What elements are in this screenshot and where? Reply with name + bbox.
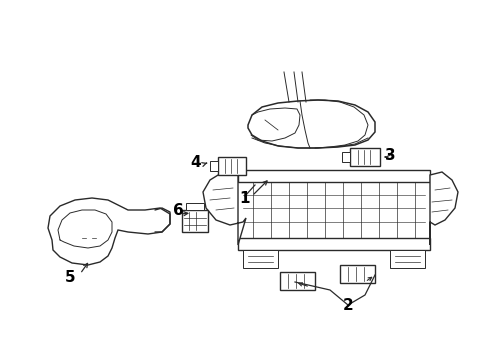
- Text: 1: 1: [239, 190, 250, 206]
- Text: 3: 3: [384, 148, 394, 162]
- Text: 2: 2: [342, 297, 353, 312]
- Polygon shape: [185, 203, 203, 210]
- Polygon shape: [203, 172, 245, 245]
- Polygon shape: [238, 238, 429, 250]
- Polygon shape: [339, 265, 374, 283]
- Polygon shape: [349, 148, 379, 166]
- Text: 6: 6: [172, 202, 183, 217]
- Polygon shape: [429, 172, 457, 245]
- Polygon shape: [218, 157, 245, 175]
- Polygon shape: [247, 100, 374, 148]
- Polygon shape: [182, 210, 207, 232]
- Polygon shape: [48, 198, 170, 265]
- Polygon shape: [341, 152, 349, 162]
- Text: 5: 5: [64, 270, 75, 285]
- Text: 4: 4: [190, 154, 201, 170]
- Polygon shape: [238, 170, 429, 182]
- Polygon shape: [389, 250, 424, 268]
- Polygon shape: [280, 272, 314, 290]
- Polygon shape: [209, 161, 218, 171]
- Polygon shape: [243, 250, 278, 268]
